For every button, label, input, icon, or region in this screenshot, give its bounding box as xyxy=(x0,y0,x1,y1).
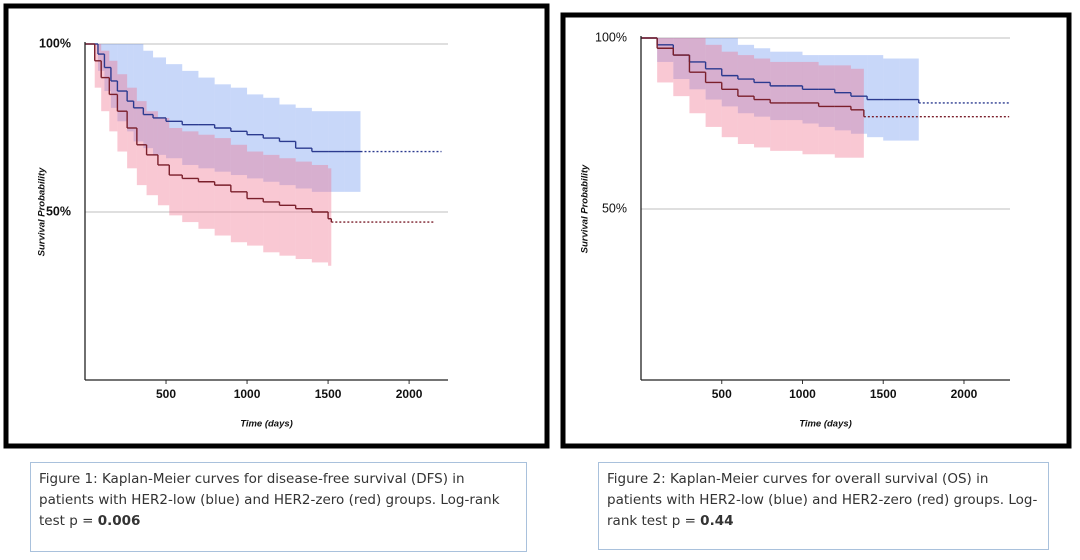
confidence-band xyxy=(214,138,231,236)
caption-text: Figure 2: Kaplan-Meier curves for overal… xyxy=(607,471,1038,529)
x-tick-label: 1000 xyxy=(789,387,816,401)
confidence-band xyxy=(169,128,183,216)
y-axis-title: Survival Probability xyxy=(580,164,591,253)
x-tick-label: 2000 xyxy=(396,387,423,401)
confidence-band xyxy=(146,111,158,196)
confidence-band xyxy=(834,65,851,158)
p-value: 0.006 xyxy=(97,513,141,529)
confidence-band xyxy=(198,77,215,169)
confidence-band xyxy=(153,57,167,155)
confidence-band xyxy=(166,64,183,159)
confidence-band xyxy=(818,65,835,155)
confidence-band xyxy=(770,61,787,151)
confidence-band xyxy=(101,50,110,112)
x-tick-label: 1000 xyxy=(234,387,261,401)
confidence-band xyxy=(786,61,803,151)
y-tick-label: 100% xyxy=(39,36,71,50)
confidence-band xyxy=(850,55,868,134)
confidence-band xyxy=(328,168,332,266)
confidence-band xyxy=(850,68,864,158)
confidence-band xyxy=(721,51,738,138)
confidence-band xyxy=(818,55,835,127)
confidence-band xyxy=(133,44,144,142)
confidence-band xyxy=(689,38,706,90)
figure-frame xyxy=(560,12,1072,449)
confidence-band xyxy=(263,97,280,182)
confidence-band xyxy=(802,61,819,155)
confidence-band xyxy=(182,131,199,223)
x-tick-label: 500 xyxy=(156,387,176,401)
confidence-band xyxy=(657,38,674,62)
confidence-band xyxy=(97,44,105,71)
confidence-band xyxy=(230,144,248,243)
confidence-band xyxy=(705,44,722,127)
figures: 100% 50% 500 1000 1500 2000 Time (days) Surviva… xyxy=(3,3,1072,449)
confidence-band xyxy=(247,94,264,179)
confidence-band xyxy=(737,55,755,145)
caption: Figure 2: Kaplan-Meier curves for overal… xyxy=(598,462,1049,550)
confidence-band xyxy=(295,161,312,260)
y-axis-title: Survival Probability xyxy=(37,167,48,256)
x-tick-label: 500 xyxy=(712,387,732,401)
confidence-band xyxy=(109,60,118,132)
x-tick-label: 1500 xyxy=(870,387,897,401)
confidence-band xyxy=(127,44,134,132)
confidence-band xyxy=(311,164,329,263)
confidence-band xyxy=(673,38,690,97)
p-value: 0.44 xyxy=(700,513,734,529)
y-tick-label: 50% xyxy=(602,201,627,215)
confidence-band xyxy=(94,44,102,88)
confidence-band xyxy=(657,38,674,83)
confidence-band xyxy=(263,154,280,253)
confidence-band xyxy=(689,38,706,114)
confidence-band xyxy=(136,101,147,186)
confidence-band xyxy=(157,117,170,206)
x-axis-title: Time (days) xyxy=(799,419,852,430)
x-tick-label: 2000 xyxy=(951,387,978,401)
x-axis-title: Time (days) xyxy=(240,419,293,430)
confidence-band xyxy=(754,58,771,148)
confidence-band xyxy=(110,44,118,108)
confidence-band xyxy=(117,44,128,122)
caption-text: Figure 1: Kaplan-Meier curves for diseas… xyxy=(39,471,500,529)
confidence-band xyxy=(117,74,128,152)
confidence-band xyxy=(867,55,884,138)
x-tick-label: 1500 xyxy=(315,387,342,401)
y-tick-label: 50% xyxy=(46,204,71,218)
confidence-band xyxy=(182,70,199,165)
confidence-band xyxy=(673,38,690,80)
figure-frame xyxy=(3,3,550,449)
confidence-band xyxy=(279,158,296,256)
caption: Figure 1: Kaplan-Meier curves for diseas… xyxy=(30,462,527,552)
confidence-band xyxy=(279,104,296,186)
y-tick-label: 100% xyxy=(595,30,627,44)
confidence-band xyxy=(143,50,154,149)
